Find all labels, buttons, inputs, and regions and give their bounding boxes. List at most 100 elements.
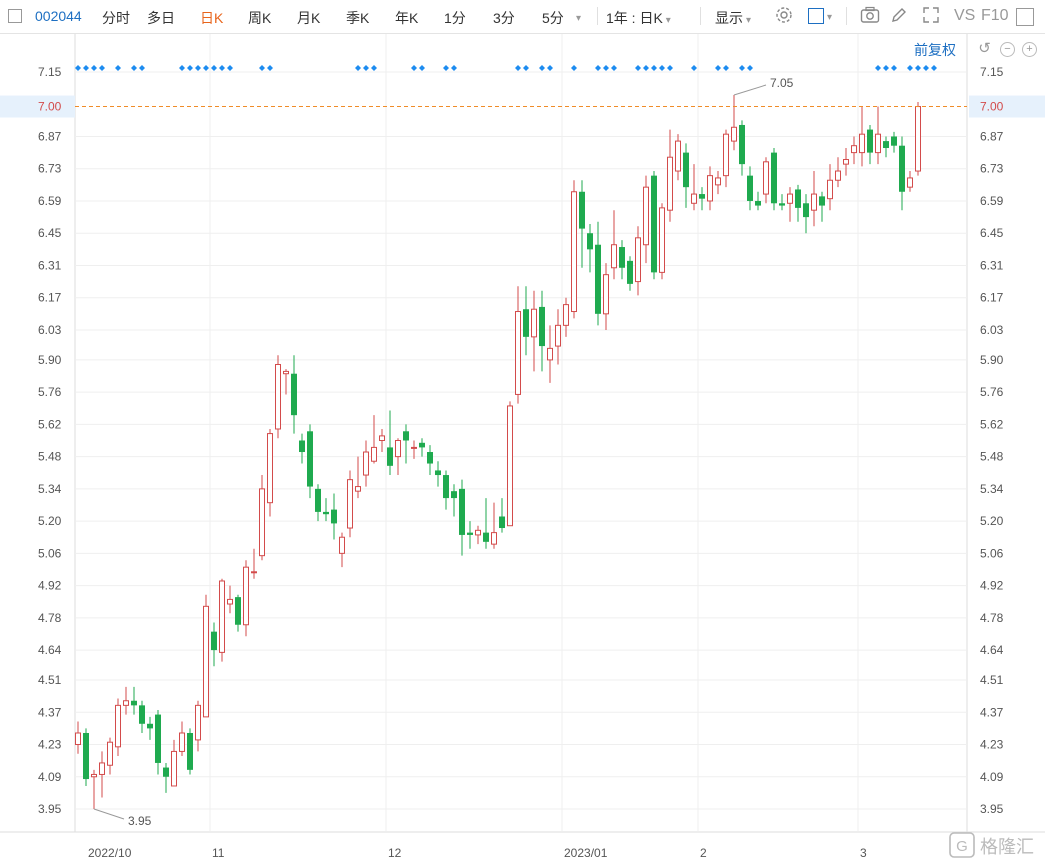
signal-dot (875, 65, 881, 71)
candle (643, 175, 649, 264)
candle-body (155, 714, 161, 763)
candle (139, 700, 145, 733)
candle (883, 136, 889, 158)
y-tick-label-left: 5.76 (38, 385, 62, 399)
y-tick-label-right: 5.62 (980, 417, 1004, 431)
panel-toggle-icon[interactable] (1016, 8, 1034, 26)
candles (75, 95, 921, 809)
candle (707, 166, 713, 211)
y-tick-label-left: 6.73 (38, 162, 62, 176)
candle (579, 180, 585, 268)
candle-body (667, 156, 673, 211)
period-fenshi[interactable]: 分时 (102, 10, 130, 26)
reset-icon[interactable]: ↺ (978, 40, 991, 57)
high-annotation: 7.05 (770, 76, 794, 90)
period-3min[interactable]: 3分 (493, 10, 515, 26)
stock-code[interactable]: 002044 (35, 8, 82, 24)
sidebar-toggle-icon[interactable] (8, 9, 22, 23)
candlestick-chart[interactable]: 7.00 7.00 3.95 4.09 4.23 4.37 4.51 4.64 4.78 4.9… (0, 34, 1045, 867)
candle (283, 369, 289, 395)
y-tick-label-left: 5.34 (38, 482, 62, 496)
y-tick-label-right: 5.76 (980, 385, 1004, 399)
pen-icon[interactable] (890, 6, 908, 27)
signal-dot (451, 65, 457, 71)
period-niank[interactable]: 年K (395, 10, 419, 26)
candle-body (819, 196, 825, 206)
watermark-logo-icon (949, 832, 975, 858)
candle-body (515, 311, 521, 395)
adjust-price-label[interactable]: 前复权 (914, 42, 956, 58)
period-jik[interactable]: 季K (346, 10, 370, 26)
period-5min[interactable]: 5分 (542, 10, 564, 26)
signal-dot (651, 65, 657, 71)
candle-body (131, 700, 137, 706)
y-tick-label-left: 6.87 (38, 129, 62, 143)
candle (507, 401, 513, 527)
signal-dot (91, 65, 97, 71)
camera-icon[interactable] (860, 6, 880, 27)
x-axis: 2022/10 11 12 2023/01 2 3 (88, 846, 867, 860)
signal-dot (411, 65, 417, 71)
candle (811, 171, 817, 227)
watermark-text: 格隆汇 (980, 837, 1034, 858)
signal-dot (99, 65, 105, 71)
annotations: 7.05 3.95 (93, 76, 794, 828)
candle (323, 498, 329, 522)
display-dropdown[interactable]: 显示 ▾ (715, 8, 751, 28)
candle-body (363, 451, 369, 476)
y-tick-label-right: 5.20 (980, 514, 1004, 528)
y-tick-label-left: 4.64 (38, 643, 62, 657)
y-tick-label-right: 6.73 (980, 162, 1004, 176)
candle-body (283, 370, 289, 375)
period-zhouk[interactable]: 周K (248, 10, 272, 26)
candle (203, 594, 209, 718)
candle-body (467, 532, 473, 535)
candle-body (179, 732, 185, 752)
signal-dot (187, 65, 193, 71)
display-label: 显示 (715, 10, 743, 26)
ref-label-left: 7.00 (38, 100, 62, 114)
signal-dot (115, 65, 121, 71)
period-duori[interactable]: 多日 (147, 10, 175, 26)
candle-body (307, 431, 313, 487)
candle (603, 263, 609, 330)
f10-button[interactable]: F10 (981, 7, 1009, 24)
candle-body (555, 324, 561, 347)
vs-button[interactable]: VS (954, 7, 976, 24)
candle (147, 716, 153, 740)
candle-body (403, 431, 409, 441)
candle-body (139, 705, 145, 724)
period-1min[interactable]: 1分 (444, 10, 466, 26)
candle-body (451, 491, 457, 499)
candle-body (867, 129, 873, 153)
candle-body (875, 133, 881, 154)
low-annotation: 3.95 (128, 814, 152, 828)
range-select[interactable]: 1年 : 日K ▾ (606, 8, 671, 28)
x-tick-label: 2 (700, 846, 707, 860)
candle-body (275, 363, 281, 430)
y-tick-label-right: 6.03 (980, 323, 1004, 337)
candle (155, 709, 161, 775)
indicator-dropdown[interactable]: ▾ (808, 7, 832, 25)
candle (667, 129, 673, 222)
candle-body (91, 773, 97, 778)
period-rik[interactable]: 日K (200, 10, 224, 26)
candle (547, 325, 553, 383)
reference-line: 7.00 7.00 (0, 95, 1045, 118)
signal-dot (227, 65, 233, 71)
candle (227, 585, 233, 614)
candle (747, 166, 753, 211)
candle (835, 157, 841, 188)
candle (371, 415, 377, 464)
candle-body (699, 194, 705, 199)
settings-gear-icon[interactable] (775, 6, 793, 27)
candle (299, 433, 305, 464)
y-tick-label-right: 4.51 (980, 673, 1004, 687)
period-yuek[interactable]: 月K (297, 10, 321, 26)
period-more-chevron-icon[interactable]: ▾ (576, 13, 582, 24)
candle-body (379, 435, 385, 441)
zoom-out-icon[interactable]: − (1000, 42, 1015, 57)
zoom-in-icon[interactable]: + (1022, 42, 1037, 57)
fullscreen-icon[interactable] (922, 6, 940, 27)
y-tick-label-right: 4.23 (980, 738, 1004, 752)
